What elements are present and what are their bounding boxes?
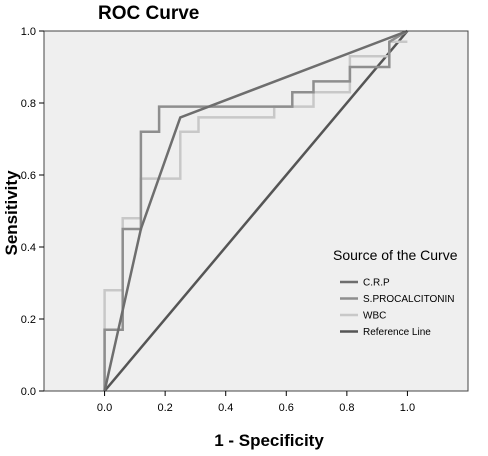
curves-group xyxy=(103,29,409,392)
chart-title: ROC Curve xyxy=(98,3,199,24)
plot-frame xyxy=(43,30,469,392)
x-tick-label: 0.0 xyxy=(97,402,112,414)
y-tick-label: 0.8 xyxy=(21,98,36,110)
x-tick-label: 1.0 xyxy=(400,402,415,414)
x-tick-label: 0.2 xyxy=(157,402,172,414)
legend-title: Source of the Curve xyxy=(333,247,458,263)
legend-label: Reference Line xyxy=(363,327,431,338)
series-line-s-procalcitonin xyxy=(103,29,409,391)
legend-items: C.R.P S.PROCALCITONIN WBC Reference Line xyxy=(340,278,455,338)
legend: Source of the Curve C.R.P S.PROCALCITONIN… xyxy=(333,247,458,338)
x-tick-label: 0.4 xyxy=(218,402,233,414)
series-line-c-r-p xyxy=(103,29,408,392)
legend-label: C.R.P xyxy=(363,278,390,289)
y-tick-label: 0.4 xyxy=(21,242,36,254)
legend-label: S.PROCALCITONIN xyxy=(363,294,455,305)
legend-label: WBC xyxy=(363,311,386,322)
series-line-reference-line xyxy=(103,30,409,392)
y-tick-label: 1.0 xyxy=(21,26,36,38)
series-line-wbc xyxy=(103,40,408,391)
x-axis: 0.0 0.2 0.4 0.6 0.8 1.0 xyxy=(97,391,415,414)
y-tick-label: 0.2 xyxy=(21,314,36,326)
x-tick-label: 0.8 xyxy=(339,402,354,414)
x-axis-title: 1 - Specificity xyxy=(214,431,324,450)
x-tick-label: 0.6 xyxy=(279,402,294,414)
y-axis: 0.0 0.2 0.4 0.6 0.8 1.0 xyxy=(21,26,44,398)
y-tick-label: 0.6 xyxy=(21,170,36,182)
y-tick-label: 0.0 xyxy=(21,386,36,398)
y-axis-title: Sensitivity xyxy=(2,170,21,256)
